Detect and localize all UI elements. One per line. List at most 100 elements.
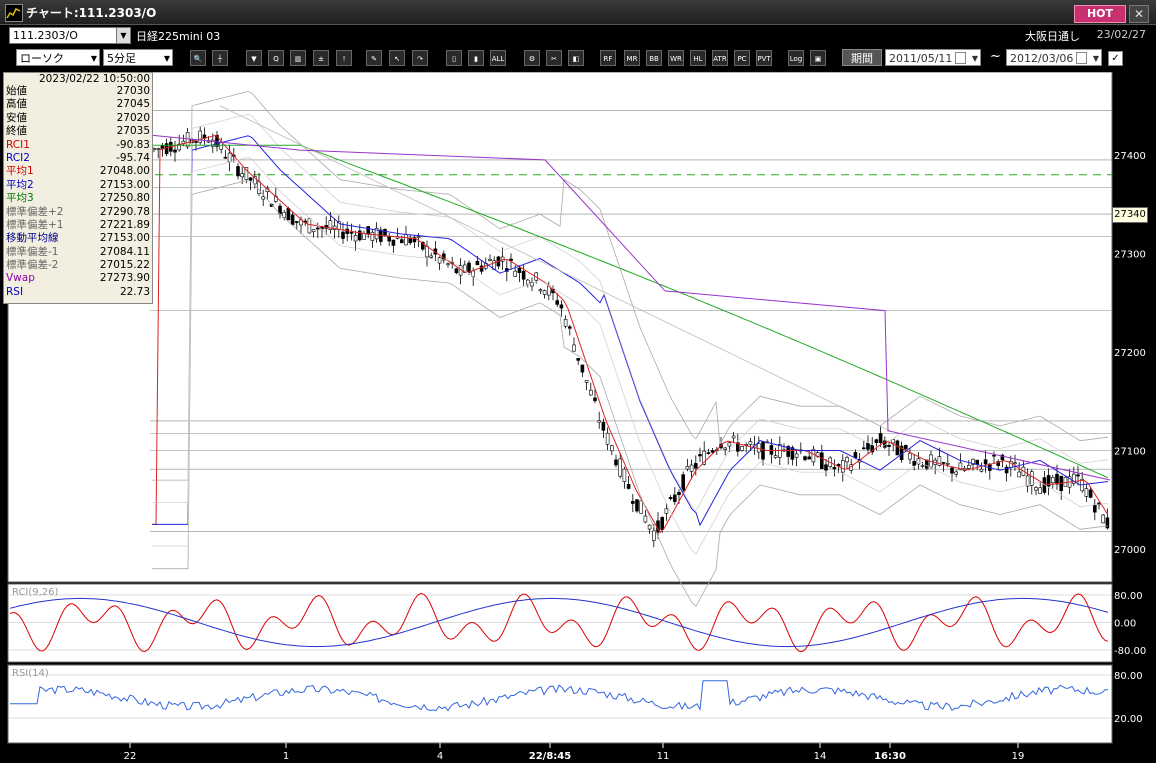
- candle-body: [412, 237, 417, 243]
- symbol-input[interactable]: 111.2303/O: [9, 27, 118, 44]
- candle-body: [593, 397, 597, 402]
- atr-button[interactable]: ATR: [712, 50, 728, 66]
- bar1-button[interactable]: ▯: [446, 50, 462, 66]
- calendar-icon[interactable]: [955, 52, 966, 64]
- info-row: 移動平均線 27153.00: [4, 232, 152, 245]
- candle-body: [677, 492, 681, 496]
- hl-button[interactable]: HL: [690, 50, 706, 66]
- instrument-name: 日経225mini 03: [136, 30, 221, 43]
- time-axis-label: 4: [437, 751, 443, 760]
- calendar-icon[interactable]: [1076, 52, 1087, 64]
- candle-body: [236, 166, 240, 177]
- zoom-in-button[interactable]: 🔍: [190, 50, 206, 66]
- info-value: 27273.90: [99, 272, 150, 285]
- candle-body: [761, 441, 765, 460]
- candle-body: [286, 208, 291, 221]
- candle-body: [840, 460, 845, 473]
- plus-minus-button[interactable]: ±: [313, 50, 329, 66]
- alert-button[interactable]: !: [336, 50, 352, 66]
- apply-checkbox[interactable]: ✓: [1108, 51, 1123, 66]
- time-axis-label: 14: [814, 751, 827, 760]
- candle-body: [429, 255, 434, 258]
- export-button[interactable]: ▣: [810, 50, 826, 66]
- pvt-button[interactable]: PVT: [756, 50, 772, 66]
- info-value: 27045: [116, 98, 150, 111]
- candle-body: [177, 143, 181, 151]
- toolbar: ローソク ▼ 5分足 ▼ 🔍 ┼ ▼ Q ▥ ±! ✎ ↖ ↷ ▯ ▮ ALL ⚙ ✂ ◧ RF MR BB WR HL A…: [0, 46, 1156, 71]
- interval-select[interactable]: 5分足 ▼: [103, 49, 173, 66]
- cursor-button[interactable]: ↖: [389, 50, 405, 66]
- candle-body: [248, 177, 253, 181]
- period-button[interactable]: 期間: [842, 49, 882, 66]
- pa-ca-button[interactable]: PC: [734, 50, 750, 66]
- pen-button[interactable]: ✎: [366, 50, 382, 66]
- candle-body: [786, 446, 791, 457]
- close-button[interactable]: ✕: [1129, 5, 1149, 23]
- candle-body: [1101, 514, 1105, 524]
- crosshair-button[interactable]: ┼: [212, 50, 228, 66]
- wrench-button[interactable]: ✂: [546, 50, 562, 66]
- candle-body: [874, 439, 879, 443]
- candle-body: [866, 442, 870, 450]
- candle-body: [950, 467, 954, 474]
- candle-body: [727, 442, 732, 447]
- rci-panel: [7, 583, 1113, 663]
- wre-button[interactable]: WR: [668, 50, 684, 66]
- candle-body: [257, 181, 261, 194]
- window-title: チャート:111.2303/O: [26, 6, 157, 20]
- bb-button[interactable]: BB: [646, 50, 662, 66]
- info-row: 始値 27030: [4, 85, 152, 98]
- palette-button[interactable]: ◧: [568, 50, 584, 66]
- info-label: 終値: [6, 125, 27, 138]
- symbol-dropdown-button[interactable]: ▼: [116, 27, 131, 44]
- time-axis-label: 19: [1012, 751, 1025, 760]
- candle-body: [1063, 477, 1068, 487]
- candle-body: [639, 500, 644, 514]
- chart-area[interactable]: 27400 27300 27200 27100 27000 22 1 4 22/8:45 11 14…: [0, 71, 1156, 762]
- candle-body: [635, 499, 639, 512]
- candle-body: [1038, 487, 1042, 494]
- candle-body: [685, 466, 690, 470]
- candle-body: [517, 267, 522, 273]
- bar2-button[interactable]: ▮: [468, 50, 484, 66]
- info-row: 平均3 27250.80: [4, 192, 152, 205]
- date-from-field[interactable]: 2011/05/11 ▼: [885, 49, 981, 66]
- chart-type-select[interactable]: ローソク ▼: [16, 49, 100, 66]
- date-to-field[interactable]: 2012/03/06 ▼: [1006, 49, 1102, 66]
- rsi-panel-label: RSI(14): [12, 668, 49, 679]
- info-value: 27290.78: [99, 205, 150, 218]
- candle-body: [945, 462, 950, 465]
- candle-body: [1000, 454, 1005, 461]
- hot-button[interactable]: HOT: [1074, 5, 1126, 23]
- candle-body: [408, 237, 413, 244]
- candle-body: [1025, 475, 1030, 487]
- candle-body: [996, 461, 1001, 466]
- candle-body: [1004, 466, 1009, 474]
- all-button[interactable]: ALL: [490, 50, 506, 66]
- candle-body: [399, 239, 404, 244]
- candle-body: [580, 364, 585, 373]
- redo-button[interactable]: ↷: [412, 50, 428, 66]
- time-axis-label: 22/8:45: [529, 751, 571, 760]
- query-button[interactable]: Q: [268, 50, 284, 66]
- candle-body: [567, 326, 572, 329]
- rf-button[interactable]: RF: [600, 50, 616, 66]
- candle-body: [315, 227, 320, 230]
- info-value: 27020: [116, 111, 150, 124]
- candle-body: [748, 441, 753, 445]
- candle-body: [756, 443, 761, 453]
- log-button[interactable]: Log: [788, 50, 804, 66]
- tick-button[interactable]: ▥: [290, 50, 306, 66]
- candle-body: [643, 515, 648, 523]
- candle-body: [811, 448, 816, 463]
- candle-body: [366, 226, 371, 235]
- info-row: 高値 27045: [4, 98, 152, 111]
- info-row: 平均1 27048.00: [4, 165, 152, 178]
- candle-body: [664, 508, 669, 514]
- candle-body: [660, 517, 665, 530]
- time-axis-label: 11: [657, 751, 670, 760]
- buy-button[interactable]: ▼: [246, 50, 262, 66]
- gear-button[interactable]: ⚙: [524, 50, 540, 66]
- mr-button[interactable]: MR: [624, 50, 640, 66]
